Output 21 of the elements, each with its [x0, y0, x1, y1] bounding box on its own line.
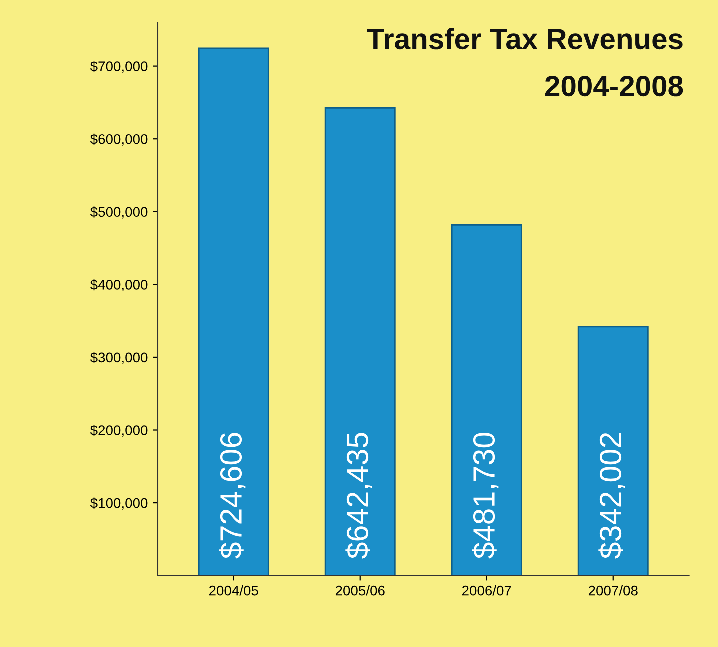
x-tick-label: 2005/06 — [336, 586, 385, 596]
data-label: $342,002 — [598, 433, 626, 559]
data-label: $642,435 — [346, 433, 372, 559]
text: 2004-2008 — [546, 76, 684, 97]
y-tick-label: $400,000 — [90, 279, 148, 292]
y-tick-label: $200,000 — [90, 425, 148, 438]
bar — [198, 48, 270, 576]
chart-title: Transfer Tax Revenues — [367, 28, 683, 50]
x-tick-label: 2004/05 — [209, 586, 258, 596]
bar — [578, 326, 649, 576]
y-tick-label: $700,000 — [90, 61, 148, 74]
bar — [451, 224, 522, 576]
x-tick-label: 2007/08 — [588, 586, 638, 596]
y-tick-label: $300,000 — [90, 352, 148, 364]
y-tick-label: $600,000 — [90, 134, 148, 146]
x-tick-label: 2006/07 — [462, 586, 512, 596]
bar — [324, 108, 396, 576]
data-label: $481,730 — [472, 432, 499, 559]
y-tick-label: $500,000 — [90, 206, 148, 219]
y-tick-label: $100,000 — [90, 498, 148, 510]
data-label: $724,606 — [219, 433, 246, 559]
